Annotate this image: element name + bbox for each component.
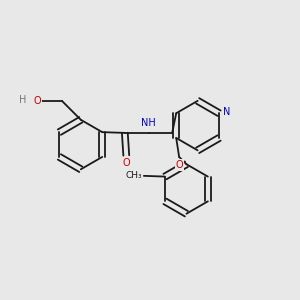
- Text: O: O: [176, 160, 183, 170]
- Text: NH: NH: [141, 118, 155, 128]
- Text: H: H: [19, 95, 26, 105]
- Text: O: O: [33, 96, 41, 106]
- Text: O: O: [122, 158, 130, 169]
- Text: CH₃: CH₃: [125, 171, 142, 180]
- Text: N: N: [223, 107, 230, 118]
